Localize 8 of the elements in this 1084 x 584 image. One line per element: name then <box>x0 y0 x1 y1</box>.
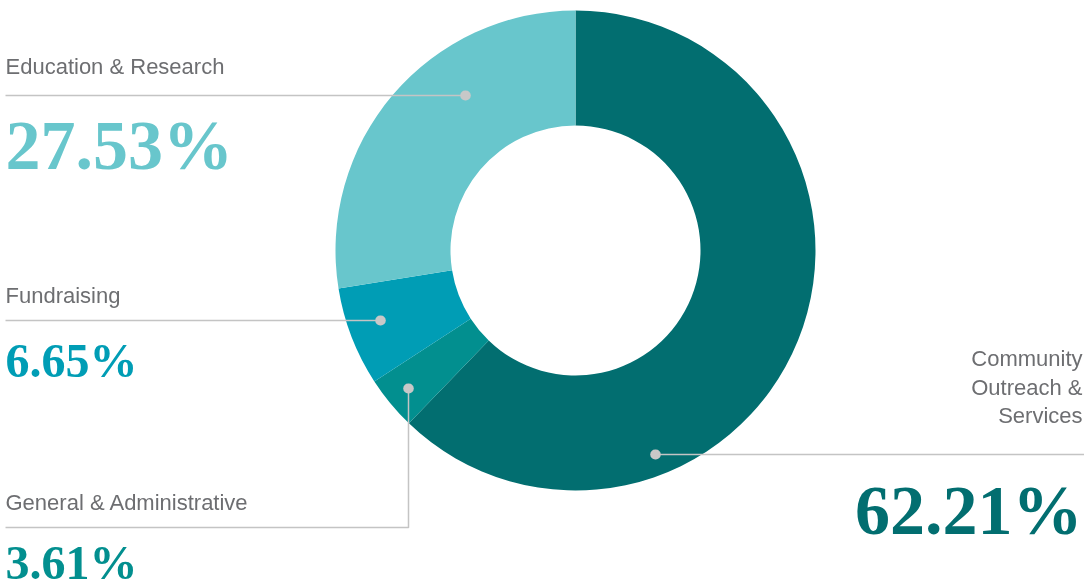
data-label: 62.21% <box>855 472 1083 549</box>
data-label: 6.65% <box>5 334 138 387</box>
slice-label: Community Outreach & Services <box>971 346 1083 428</box>
slice-label: Education & Research <box>5 54 225 79</box>
slice-label: General & Administrative <box>5 490 248 515</box>
data-label: 27.53% <box>5 107 233 184</box>
slice-label: Fundraising <box>5 283 121 308</box>
data-label: 3.61% <box>5 536 138 584</box>
